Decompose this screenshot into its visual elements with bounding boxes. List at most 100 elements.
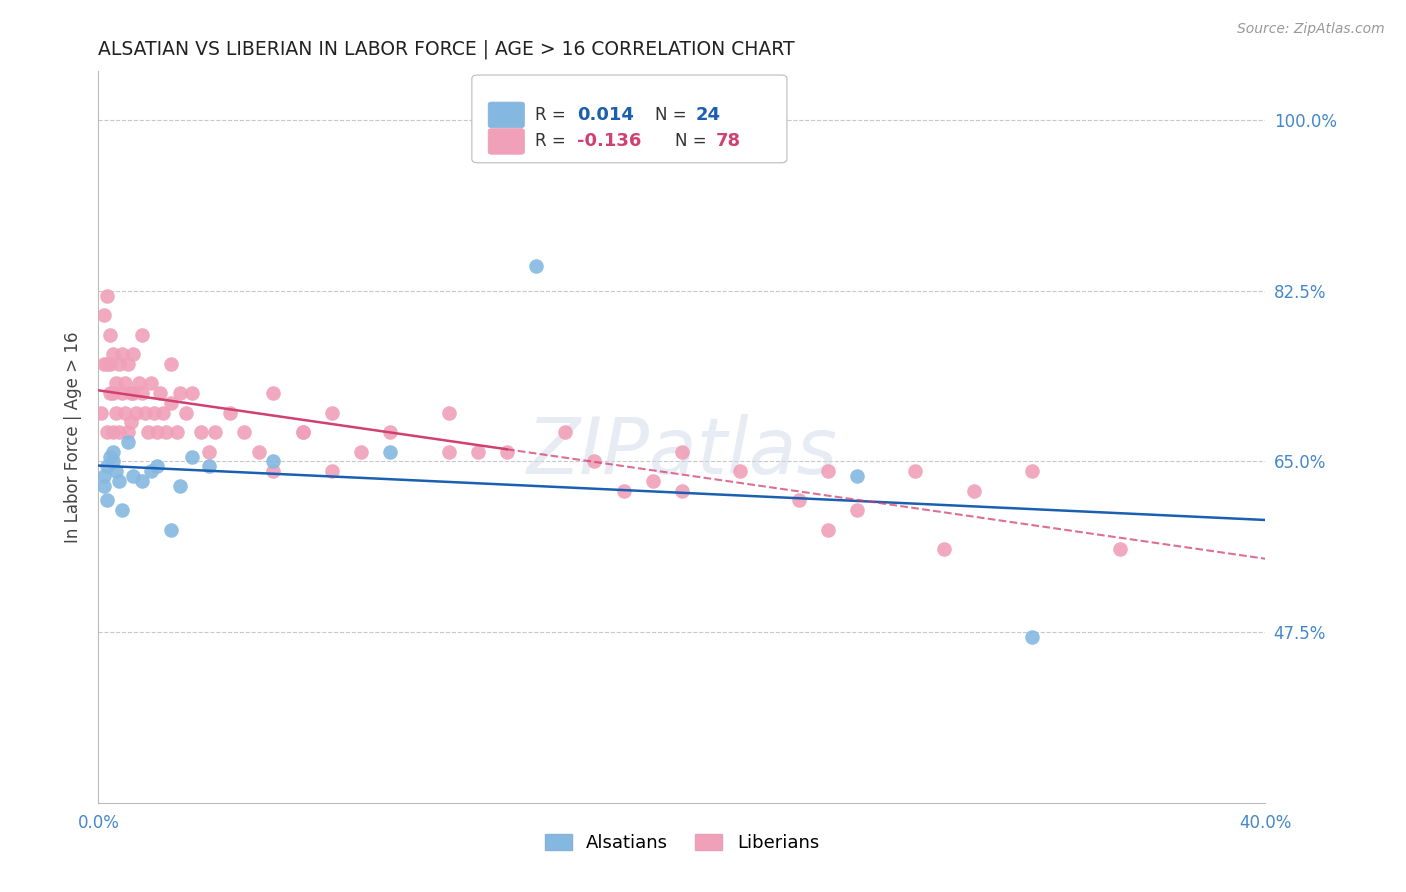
Point — [101, 347, 124, 361]
Point — [139, 376, 162, 391]
Point — [174, 406, 197, 420]
Legend: Alsatians, Liberians: Alsatians, Liberians — [537, 827, 827, 860]
Point — [641, 474, 664, 488]
Text: R =: R = — [534, 132, 565, 151]
Point — [146, 425, 169, 440]
Point — [108, 357, 131, 371]
FancyBboxPatch shape — [488, 102, 524, 128]
Point — [583, 454, 606, 468]
Y-axis label: In Labor Force | Age > 16: In Labor Force | Age > 16 — [65, 331, 83, 543]
Point — [96, 288, 118, 302]
Point — [846, 503, 869, 517]
Point — [160, 357, 183, 371]
Point — [114, 376, 136, 391]
Point — [120, 416, 142, 430]
Point — [1021, 464, 1043, 478]
Point — [169, 479, 191, 493]
Point — [1021, 630, 1043, 644]
Point — [96, 493, 118, 508]
Point — [846, 469, 869, 483]
Text: R =: R = — [534, 106, 565, 124]
Point — [146, 459, 169, 474]
Point — [160, 523, 183, 537]
Point — [101, 425, 124, 440]
Text: N =: N = — [655, 106, 686, 124]
Point — [554, 425, 576, 440]
Point — [291, 425, 314, 440]
Point — [122, 347, 145, 361]
Point — [962, 483, 984, 498]
Point — [131, 386, 153, 401]
Point — [149, 386, 172, 401]
Point — [104, 406, 127, 420]
Point — [380, 444, 402, 458]
Point — [108, 425, 131, 440]
Point — [180, 450, 202, 464]
Text: Source: ZipAtlas.com: Source: ZipAtlas.com — [1237, 22, 1385, 37]
Point — [142, 406, 165, 420]
Point — [98, 327, 121, 342]
Point — [111, 503, 134, 517]
Point — [437, 406, 460, 420]
Point — [496, 444, 519, 458]
Point — [101, 444, 124, 458]
Point — [122, 386, 145, 401]
Point — [104, 376, 127, 391]
Point — [93, 479, 115, 493]
Point — [233, 425, 256, 440]
Point — [117, 357, 139, 371]
Text: -0.136: -0.136 — [576, 132, 641, 151]
Point — [122, 469, 145, 483]
Point — [93, 469, 115, 483]
Point — [787, 493, 810, 508]
Point — [111, 386, 134, 401]
Point — [198, 444, 221, 458]
Point — [380, 425, 402, 440]
Point — [817, 464, 839, 478]
Text: ZIPatlas: ZIPatlas — [526, 414, 838, 490]
Point — [104, 464, 127, 478]
Point — [125, 406, 148, 420]
Point — [437, 444, 460, 458]
Point — [98, 386, 121, 401]
Point — [111, 347, 134, 361]
Point — [101, 454, 124, 468]
Point — [155, 425, 177, 440]
Point — [152, 406, 174, 420]
Point — [117, 434, 139, 449]
Point — [93, 357, 115, 371]
Text: 0.014: 0.014 — [576, 106, 634, 124]
Point — [131, 327, 153, 342]
Point — [467, 444, 489, 458]
Point — [1108, 542, 1130, 557]
Point — [524, 260, 547, 274]
Point — [730, 464, 752, 478]
Point — [166, 425, 188, 440]
Point — [934, 542, 956, 557]
Point — [120, 386, 142, 401]
Point — [90, 406, 112, 420]
Point — [136, 425, 159, 440]
Text: 78: 78 — [716, 132, 741, 151]
Point — [128, 376, 150, 391]
Point — [190, 425, 212, 440]
Point — [291, 425, 314, 440]
Point — [134, 406, 156, 420]
Point — [160, 396, 183, 410]
Point — [96, 425, 118, 440]
FancyBboxPatch shape — [488, 128, 524, 154]
Point — [117, 425, 139, 440]
Point — [96, 357, 118, 371]
Point — [131, 474, 153, 488]
Point — [98, 357, 121, 371]
Point — [321, 406, 343, 420]
Point — [904, 464, 927, 478]
Point — [108, 474, 131, 488]
Point — [98, 450, 121, 464]
Point — [262, 454, 284, 468]
Point — [198, 459, 221, 474]
Point — [96, 459, 118, 474]
Point — [114, 406, 136, 420]
Text: ALSATIAN VS LIBERIAN IN LABOR FORCE | AGE > 16 CORRELATION CHART: ALSATIAN VS LIBERIAN IN LABOR FORCE | AG… — [98, 39, 794, 59]
Point — [671, 444, 693, 458]
